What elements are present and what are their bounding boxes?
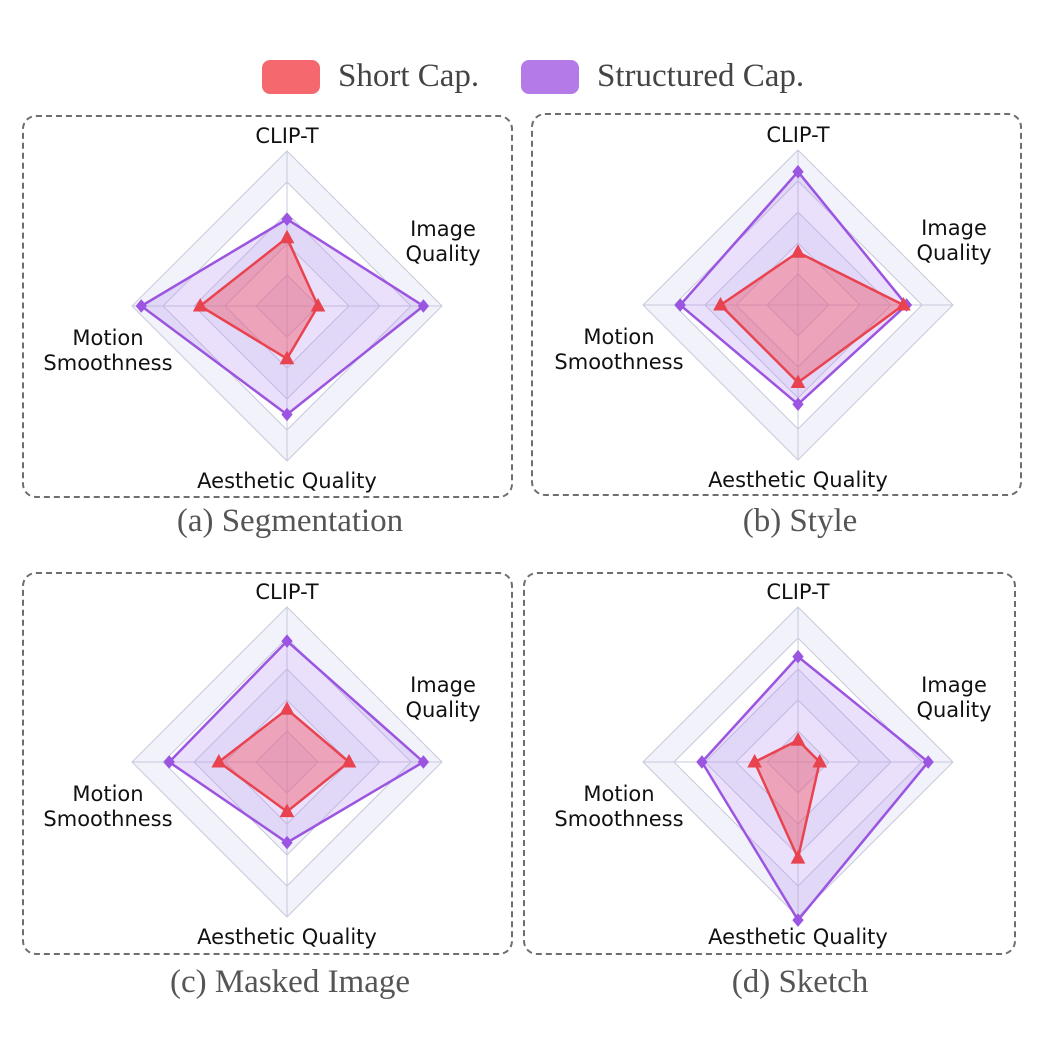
point-short-cap-clip-t xyxy=(790,244,806,258)
point-short-cap-clip-t xyxy=(279,229,295,244)
point-short-cap-image-quality xyxy=(812,753,828,768)
legend-item-structured-cap: Structured Cap. xyxy=(521,58,804,95)
axis-label-line: Smoothness xyxy=(554,350,683,374)
axis-label-line: Aesthetic Quality xyxy=(708,468,888,492)
point-structured-cap-aesthetic-quality xyxy=(281,835,293,850)
point-short-cap-motion-smoothness xyxy=(192,297,208,312)
point-structured-cap-aesthetic-quality xyxy=(281,407,293,422)
axis-label-line: Image xyxy=(921,673,987,697)
point-short-cap-aesthetic-quality xyxy=(790,374,806,388)
legend-swatch-structured-cap xyxy=(521,59,579,94)
axis-label-line: Image xyxy=(410,217,476,241)
axis-label-image-quality: Image Quality xyxy=(405,673,480,722)
axis-label-line: CLIP-T xyxy=(255,580,318,604)
point-structured-cap-image-quality xyxy=(417,299,430,313)
axis-label-line: Smoothness xyxy=(43,807,172,831)
legend: Short Cap. Structured Cap. xyxy=(0,52,1039,104)
point-short-cap-clip-t xyxy=(790,732,806,746)
panel-frame-segmentation xyxy=(22,115,513,498)
point-structured-cap-motion-smoothness xyxy=(135,299,147,313)
point-structured-cap-aesthetic-quality xyxy=(792,913,804,927)
caption-style: (b) Style xyxy=(742,503,858,539)
axis-label-line: Aesthetic Quality xyxy=(708,925,888,949)
axis-label-line: Smoothness xyxy=(554,807,683,831)
axis-label-line: Quality xyxy=(916,698,991,722)
axis-label-line: Image xyxy=(921,216,987,240)
point-short-cap-aesthetic-quality xyxy=(279,350,295,365)
axis-label-line: Aesthetic Quality xyxy=(197,925,377,949)
point-short-cap-image-quality xyxy=(896,296,911,311)
point-structured-cap-clip-t xyxy=(792,649,804,664)
axis-label-aesthetic-quality: Aesthetic Quality xyxy=(197,469,377,493)
point-short-cap-motion-smoothness xyxy=(211,753,227,768)
axis-label-motion-smoothness: Motion Smoothness xyxy=(43,326,172,375)
axis-label-motion-smoothness: Motion Smoothness xyxy=(554,325,683,374)
point-structured-cap-clip-t xyxy=(281,634,293,648)
axis-label-clip-t: CLIP-T xyxy=(255,124,318,148)
axis-label-line: Quality xyxy=(405,242,480,266)
panel-frame-style xyxy=(531,113,1022,496)
axis-label-line: Motion xyxy=(583,325,654,349)
caption-segmentation: (a) Segmentation xyxy=(176,503,404,539)
axis-label-aesthetic-quality: Aesthetic Quality xyxy=(708,468,888,492)
axis-label-line: CLIP-T xyxy=(255,124,318,148)
axis-label-line: Aesthetic Quality xyxy=(197,469,377,493)
legend-swatch-short-cap xyxy=(262,59,320,94)
axis-label-line: Motion xyxy=(583,782,654,806)
point-structured-cap-motion-smoothness xyxy=(696,755,708,769)
axis-label-line: Motion xyxy=(72,782,143,806)
point-short-cap-motion-smoothness xyxy=(713,296,728,311)
panel-frame-sketch xyxy=(523,572,1016,955)
axis-label-line: Quality xyxy=(916,241,991,265)
axis-label-clip-t: CLIP-T xyxy=(255,580,318,604)
axis-label-line: Smoothness xyxy=(43,351,172,375)
point-short-cap-clip-t xyxy=(279,701,295,715)
point-short-cap-aesthetic-quality xyxy=(790,850,806,864)
legend-label-short-cap: Short Cap. xyxy=(338,58,480,94)
axis-label-image-quality: Image Quality xyxy=(916,673,991,722)
axis-label-clip-t: CLIP-T xyxy=(766,123,829,147)
axis-label-image-quality: Image Quality xyxy=(405,217,480,266)
axis-label-line: CLIP-T xyxy=(766,580,829,604)
axis-label-line: Image xyxy=(410,673,476,697)
point-structured-cap-image-quality xyxy=(417,755,430,769)
axis-label-line: Motion xyxy=(72,326,143,350)
axis-label-line: Quality xyxy=(405,698,480,722)
point-short-cap-image-quality xyxy=(310,297,326,312)
axis-label-aesthetic-quality: Aesthetic Quality xyxy=(197,925,377,949)
point-short-cap-motion-smoothness xyxy=(747,753,762,768)
axis-label-line: CLIP-T xyxy=(766,123,829,147)
point-short-cap-aesthetic-quality xyxy=(279,803,295,818)
axis-label-image-quality: Image Quality xyxy=(916,216,991,265)
point-structured-cap-aesthetic-quality xyxy=(792,397,804,411)
caption-masked-image: (c) Masked Image xyxy=(169,964,411,1000)
axis-label-clip-t: CLIP-T xyxy=(766,580,829,604)
point-structured-cap-clip-t xyxy=(792,164,804,179)
axis-label-motion-smoothness: Motion Smoothness xyxy=(43,782,172,831)
legend-label-structured-cap: Structured Cap. xyxy=(597,58,805,94)
point-short-cap-image-quality xyxy=(341,753,357,768)
point-structured-cap-image-quality xyxy=(922,755,934,769)
legend-item-short-cap: Short Cap. xyxy=(262,58,479,95)
axis-label-aesthetic-quality: Aesthetic Quality xyxy=(708,925,888,949)
caption-sketch: (d) Sketch xyxy=(731,964,869,1000)
axis-label-motion-smoothness: Motion Smoothness xyxy=(554,782,683,831)
point-structured-cap-motion-smoothness xyxy=(163,755,175,769)
point-structured-cap-motion-smoothness xyxy=(674,298,686,312)
panel-frame-masked-image xyxy=(22,572,513,955)
point-structured-cap-clip-t xyxy=(281,212,293,226)
